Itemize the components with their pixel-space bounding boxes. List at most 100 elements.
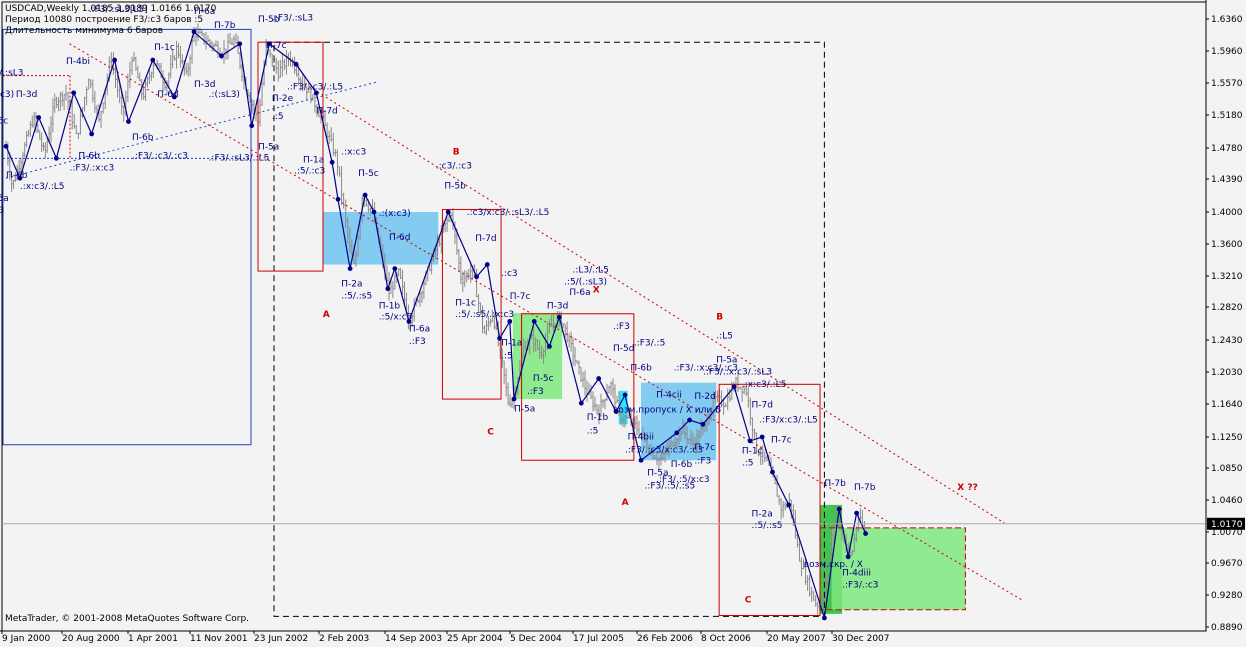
ohlc-bar	[347, 217, 350, 244]
ohlc-bar	[644, 433, 647, 443]
ohlc-bar	[50, 116, 53, 143]
wave-annotation: .:L3/.:L5	[573, 266, 609, 276]
ohlc-bar	[823, 593, 826, 607]
ohlc-bar	[33, 111, 36, 128]
ohlc-bar	[255, 106, 258, 122]
x-tick-label: 17 Jul 2005	[573, 634, 624, 644]
ohlc-bar	[853, 533, 856, 553]
wave-annotation: .:F3	[694, 456, 711, 466]
y-tick-label: 0.9670	[1211, 559, 1243, 569]
ohlc-bar	[279, 59, 282, 78]
ohlc-bar	[749, 397, 752, 426]
ohlc-bar	[231, 37, 234, 45]
ohlc-bar	[145, 78, 148, 101]
ohlc-bar	[851, 549, 854, 556]
ohlc-bar	[199, 27, 202, 34]
ohlc-bar	[61, 91, 64, 107]
wave-node	[700, 421, 706, 427]
ohlc-bar	[592, 391, 595, 412]
period-header: Период 10080 построение F3/:c3 баров :5	[5, 15, 204, 25]
ohlc-bar	[784, 501, 787, 511]
ohlc-bar	[754, 428, 756, 439]
y-tick-label: 1.5180	[1211, 111, 1243, 121]
wave-annotation: П-5c	[533, 374, 554, 384]
wave-annotation: .:c3/x:c3/.:sL3/.:L5	[467, 208, 550, 218]
wave-annotation: П-7c	[510, 292, 531, 302]
ohlc-bar	[543, 348, 546, 364]
ohlc-bar	[143, 86, 146, 100]
wave-annotation: П-7c	[771, 435, 792, 445]
ohlc-bar	[41, 132, 44, 152]
wave-annotation: П-2d	[694, 392, 715, 402]
ohlc-bar	[756, 432, 759, 454]
copyright-text: MetaTrader, © 2001-2008 MetaQuotes Softw…	[5, 614, 250, 624]
wave-annotation: П-3d	[16, 90, 37, 100]
x-tick-label: 30 Dec 2007	[832, 634, 890, 644]
wave-annotation: П-7b	[824, 479, 846, 489]
ohlc-bar	[552, 314, 555, 332]
ohlc-bar	[281, 53, 284, 77]
wave-annotation: П-2a	[341, 279, 362, 289]
wave-annotation: .:F3/.:c3	[842, 581, 878, 591]
y-tick-label: 1.0460	[1211, 496, 1243, 506]
ohlc-bar	[419, 291, 422, 307]
wave-annotation: .:F3/x:c3/.:L5	[759, 416, 818, 426]
ohlc-bar	[59, 92, 62, 111]
wave-annotation: .:F3/.:5/x:c3	[656, 475, 710, 485]
wave-node	[507, 318, 513, 324]
wave-node	[249, 123, 255, 129]
wave-annotation: .:5/x:c3	[379, 313, 413, 323]
ohlc-bar	[63, 93, 66, 111]
wave-node	[406, 318, 412, 324]
ohlc-bar	[566, 321, 569, 343]
ohlc-bar	[84, 96, 87, 112]
ohlc-bar	[562, 323, 565, 328]
wave-node	[362, 192, 368, 198]
wave-node	[845, 554, 851, 560]
ohlc-bar	[582, 371, 585, 388]
ohlc-bar	[642, 426, 645, 441]
ohlc-bar	[737, 370, 740, 393]
ohlc-bar	[191, 35, 194, 64]
wave-annotation: .:F3/.:x:c3/.:c3	[674, 363, 738, 373]
wave-node	[89, 131, 95, 137]
ohlc-bar	[624, 414, 627, 428]
ohlc-bar	[590, 384, 593, 400]
x-tick-label: 25 Apr 2004	[447, 634, 503, 644]
y-tick-label: 1.6360	[1211, 15, 1243, 25]
ohlc-bar	[594, 396, 597, 411]
ohlc-bar	[809, 574, 812, 597]
ohlc-bar	[578, 360, 581, 375]
wave-annotation: В	[453, 147, 460, 157]
ohlc-bar	[831, 526, 834, 562]
ohlc-bar	[813, 591, 816, 601]
wave-annotation: .:5	[501, 351, 513, 361]
ohlc-bar	[468, 268, 471, 280]
wave-annotation: П-1a	[501, 339, 522, 349]
ohlc-bar	[747, 387, 750, 408]
wave-node	[237, 41, 243, 47]
ohlc-bar	[334, 149, 337, 157]
ohlc-bar	[275, 57, 278, 74]
wave-node	[613, 409, 619, 415]
ohlc-bar	[316, 104, 319, 117]
wave-annotation: П-5d	[613, 344, 634, 354]
wave-node	[191, 29, 197, 35]
wave-node	[17, 175, 23, 181]
ohlc-bar	[690, 430, 693, 446]
ohlc-bar	[568, 333, 571, 348]
ohlc-bar	[638, 420, 641, 437]
ohlc-bar	[550, 315, 553, 327]
ohlc-bar	[616, 395, 619, 403]
wave-annotation: П-6b	[6, 171, 28, 181]
ohlc-bar	[764, 451, 767, 463]
wave-annotation: X ??	[957, 483, 978, 493]
ohlc-bar	[296, 65, 299, 77]
wave-node	[36, 115, 42, 120]
wave-node	[731, 384, 737, 390]
ohlc-bar	[127, 73, 130, 103]
ohlc-bar	[227, 33, 230, 60]
ohlc-bar	[306, 86, 309, 100]
